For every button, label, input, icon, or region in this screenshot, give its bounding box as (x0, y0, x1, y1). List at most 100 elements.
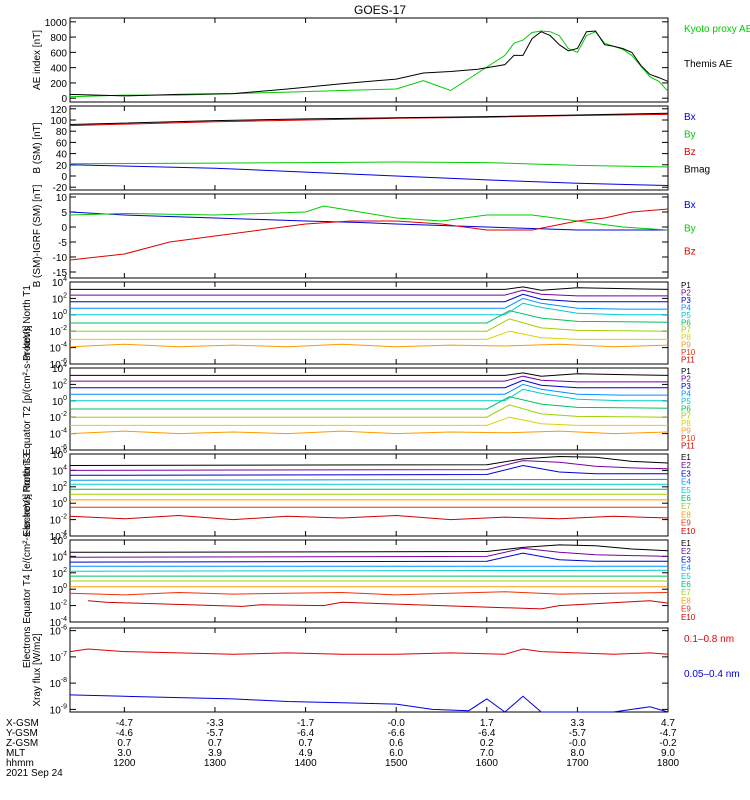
ephemeris-value: 0.7 (208, 738, 222, 749)
ephemeris-value: 0.7 (299, 738, 313, 749)
legend-item: E3 (681, 469, 691, 478)
y-tick-label: 102 (52, 567, 67, 580)
legend-item: P6 (681, 404, 691, 413)
y-axis-label: B (SM) [nT] (32, 122, 43, 173)
ephemeris-value: 1800 (657, 758, 680, 769)
series-p7 (70, 318, 669, 332)
y-tick-label: 10-7 (50, 651, 67, 664)
legend-item: P11 (681, 356, 695, 365)
series-bx (69, 164, 669, 186)
legend-item: P2 (681, 374, 691, 383)
y-tick-label: 10-9 (50, 703, 67, 716)
legend-item: Bx (684, 112, 696, 123)
y-tick-label: 10-2 (50, 411, 67, 424)
series-e2 (69, 547, 669, 558)
ephemeris-value: 1300 (204, 758, 227, 769)
y-axis-label: Xray flux [W/m2] (32, 633, 43, 707)
legend-item: P3 (681, 382, 691, 391)
y-tick-label: 0 (61, 172, 67, 183)
y-tick-label: 40 (56, 150, 68, 161)
legend-item: Bz (684, 147, 696, 158)
y-tick-label: 100 (52, 309, 67, 322)
ephemeris-value: -0.0 (569, 738, 587, 749)
y-tick-label: 120 (50, 105, 67, 116)
legend-item: E6 (681, 494, 691, 503)
panel-frame (69, 17, 669, 103)
legend-item: P9 (681, 341, 691, 350)
series-p4 (70, 297, 668, 310)
legend-item: P10 (681, 348, 696, 357)
legend-item: E9 (681, 605, 691, 614)
y-tick-label: 10-8 (50, 677, 67, 690)
legend-item: P9 (681, 427, 691, 436)
y-tick-label: 10-2 (50, 514, 67, 527)
y-tick-label: 100 (52, 583, 67, 596)
y-axis-label: B (SM)-IGRF (SM) [nT] (32, 184, 43, 287)
series-bz (69, 208, 669, 261)
ephemeris-value: 0.2 (480, 738, 494, 749)
panel-8: 10-6 10-7 10-8 10-9 Xray flux [W/m2] 0.1–0.8 … (32, 625, 740, 717)
legend-item: E2 (681, 547, 691, 556)
series-e4 (69, 478, 669, 481)
ephemeris-value: 0.7 (117, 738, 131, 749)
series-p6 (70, 396, 669, 410)
ephemeris-table: X-GSM -4.7 -3.3 -1.7 -0.0 1.7 3.3 4.7Y-GSM -4.6-… (6, 718, 680, 769)
ephemeris-value: -6.4 (297, 728, 315, 739)
y-tick-label: 106 (52, 534, 67, 547)
legend-item: Bz (684, 247, 696, 258)
y-tick-label: -5 (58, 238, 67, 249)
ephemeris-value: -4.7 (659, 728, 677, 739)
series-p5 (70, 388, 668, 402)
legend-item: Themis AE (684, 59, 733, 70)
panel-frame (69, 105, 669, 191)
y-tick-label: 400 (50, 64, 67, 75)
legend-item: P10 (681, 434, 696, 443)
series-e5 (69, 569, 669, 572)
ephemeris-value: -3.3 (206, 718, 224, 729)
legend-item: E5 (681, 486, 691, 495)
series-bx (69, 211, 668, 231)
series-p8 (70, 330, 668, 340)
y-tick-label: 5 (61, 208, 67, 219)
y-tick-label: 102 (52, 292, 67, 305)
legend-item: P5 (681, 311, 691, 320)
ephemeris-value: 1400 (294, 758, 317, 769)
ephemeris-label: MLT (6, 748, 25, 759)
ephemeris-value: 0.6 (389, 738, 403, 749)
y-tick-label: 600 (50, 48, 67, 59)
ephemeris-value: 6.0 (389, 748, 403, 759)
ephemeris-label: Z-GSM (6, 738, 38, 749)
legend-item: Bx (684, 200, 696, 211)
legend-item: P6 (681, 318, 691, 327)
series-bmag (69, 112, 669, 125)
legend-item: P7 (681, 412, 691, 421)
legend-item: E4 (681, 478, 691, 487)
series-p8 (70, 416, 668, 426)
ephemeris-value: 1200 (113, 758, 136, 769)
legend-item: E10 (681, 527, 696, 536)
ephemeris-value: 8.0 (570, 748, 584, 759)
series-p6 (70, 310, 669, 324)
ephemeris-value: -4.7 (116, 718, 134, 729)
legend-item: E6 (681, 580, 691, 589)
legend-item: P4 (681, 389, 691, 398)
series-kyoto-proxy-ae (69, 30, 669, 98)
series-by (69, 205, 669, 231)
series-e2 (69, 460, 669, 471)
series-e3 (69, 552, 668, 563)
panel-frame (69, 627, 669, 713)
y-axis-label: AE index [nT] (32, 30, 43, 90)
ephemeris-value: 3.3 (570, 718, 584, 729)
legend-item: E1 (681, 539, 691, 548)
legend-item: 0.1–0.8 nm (684, 634, 734, 645)
ephemeris-value: 7.0 (480, 748, 494, 759)
legend-item: E5 (681, 572, 691, 581)
legend-item: E2 (681, 461, 691, 470)
panel-frame (69, 193, 669, 279)
series-p5 (70, 302, 668, 316)
series-p3 (70, 293, 668, 303)
